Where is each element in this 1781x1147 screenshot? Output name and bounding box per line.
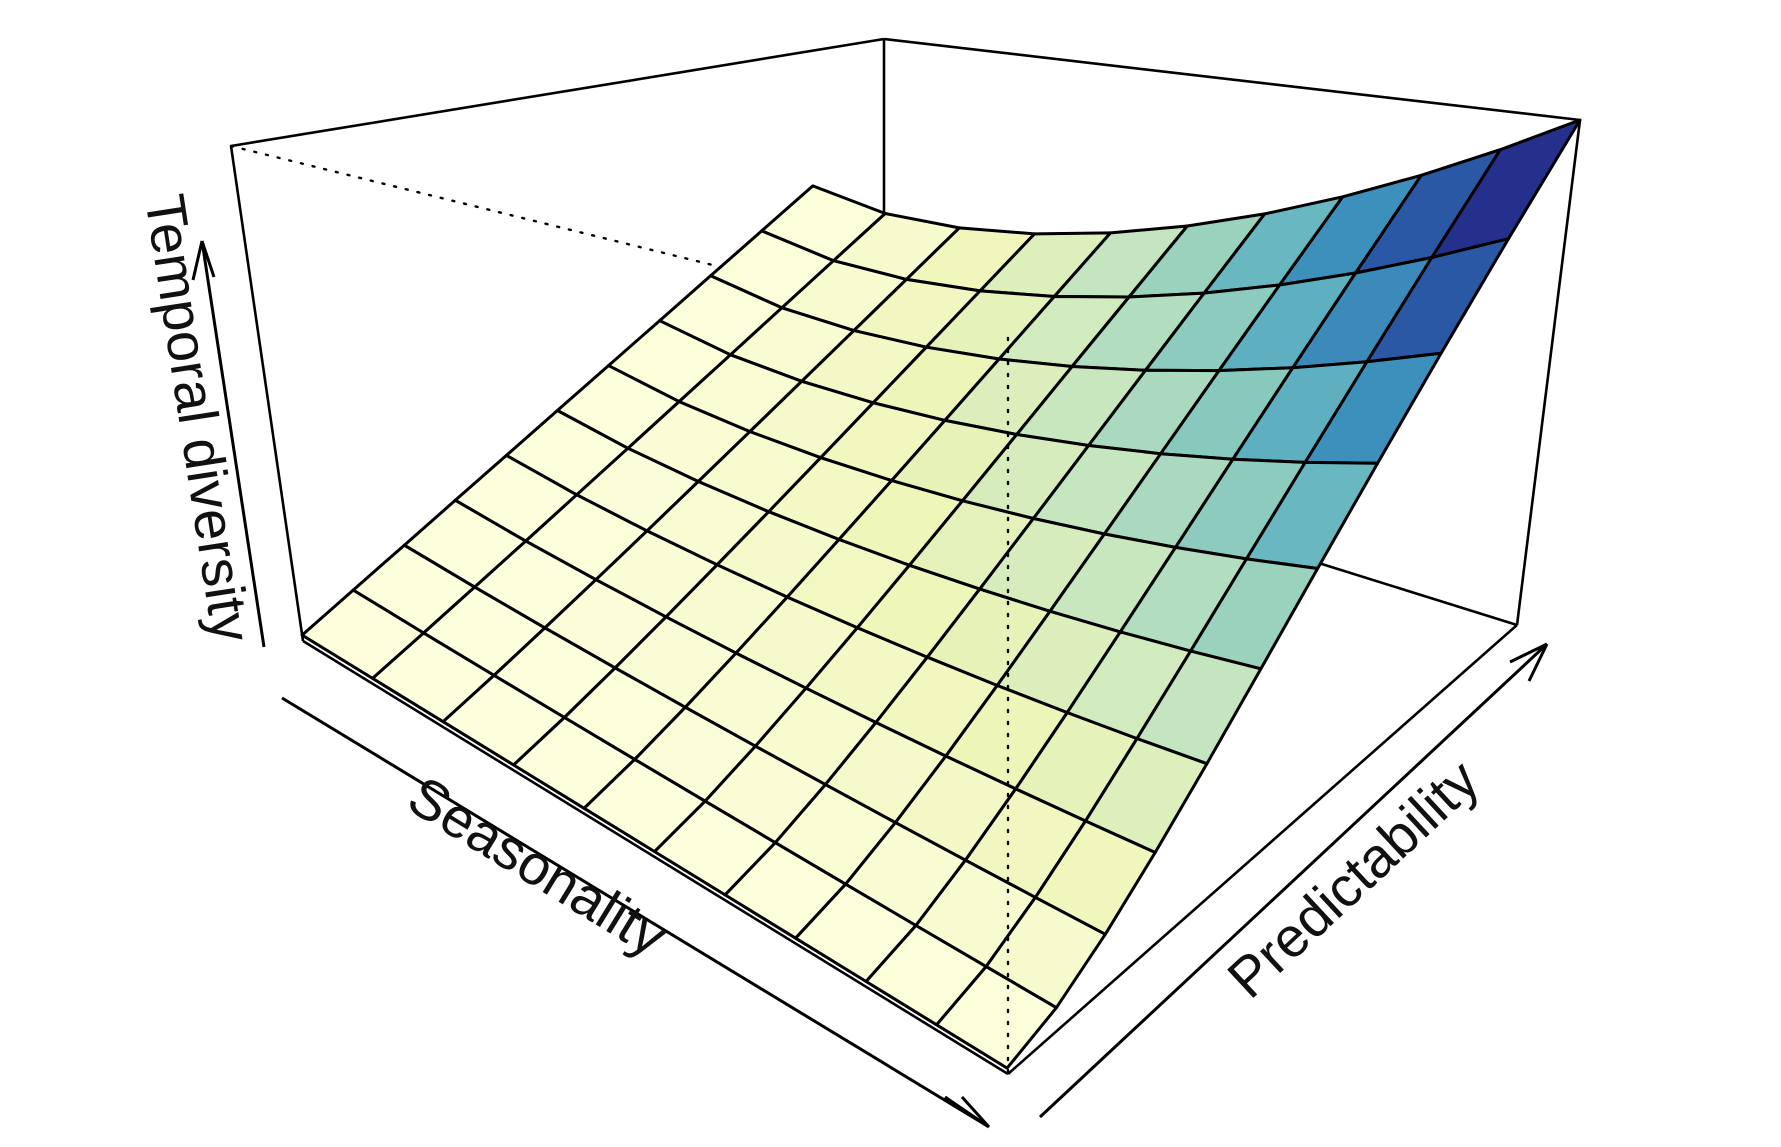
box-right-vertical-edge <box>1515 119 1582 626</box>
surface-mesh <box>300 118 1582 1070</box>
box-front-floor-left <box>302 639 1009 1076</box>
box-back-top-left-edge <box>230 37 885 148</box>
y-axis-label: Predictability <box>1215 748 1490 1010</box>
box-front <box>302 336 1518 1076</box>
z-axis-arrow <box>191 240 266 648</box>
box-back-floor-right <box>1308 558 1518 627</box>
box-back <box>229 37 1582 642</box>
box-front-floor-right <box>1007 624 1518 1075</box>
box-top-dotted-edge-left <box>229 144 1010 340</box>
box-left-vertical-edge <box>229 145 305 642</box>
axis-arrows <box>191 240 1549 1129</box>
x-axis-arrow <box>281 696 991 1129</box>
box-back-top-right-edge <box>883 37 1581 122</box>
z-axis-label: Temporal diversity <box>133 190 264 646</box>
surface-cell-9-0 <box>935 965 1058 1070</box>
y-axis-arrow <box>1038 642 1549 1119</box>
